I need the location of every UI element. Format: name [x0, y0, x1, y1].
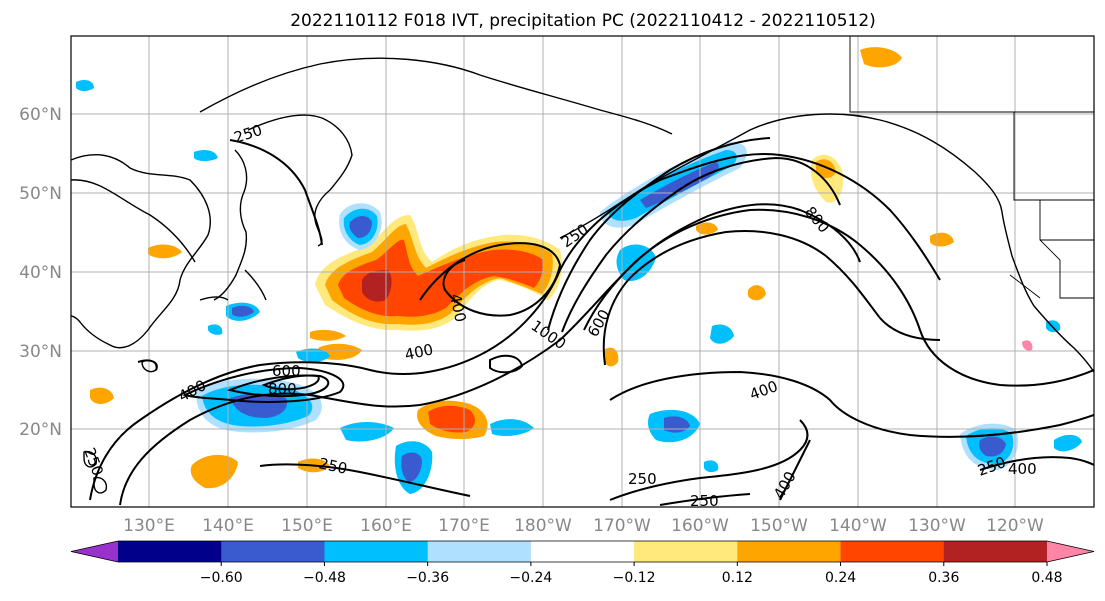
contour-label: 250	[690, 492, 719, 510]
colorbar-extend-min	[71, 541, 118, 562]
precip-negative-area	[340, 422, 394, 442]
contour-label: 800	[268, 380, 297, 398]
lon-label: 160°E	[360, 516, 412, 536]
graticule	[71, 36, 1094, 507]
lat-label: 40°N	[19, 263, 62, 283]
precip-negative-area	[704, 460, 719, 473]
latitude-labels: 60°N 50°N 40°N 30°N 20°N	[19, 105, 62, 440]
lon-label: 140°E	[202, 516, 254, 536]
precip-positive-area	[310, 329, 346, 341]
colorbar-segment	[324, 541, 429, 562]
colorbar-ticks: −0.60 −0.48 −0.36 −0.24 −0.12 0.12 0.24 0.36 0.4…	[200, 562, 1063, 586]
coastlines	[71, 57, 1094, 494]
precip-negative-area	[76, 80, 94, 91]
lon-label: 170°W	[593, 516, 651, 536]
lat-label: 60°N	[19, 105, 62, 125]
contour-label: 250	[628, 470, 657, 488]
precip-positive-area	[362, 270, 392, 302]
colorbar-segment	[427, 541, 532, 562]
precip-positive-area	[90, 387, 114, 404]
precip-positive-area	[604, 347, 619, 367]
contour-label: 400	[446, 292, 470, 324]
precip-negative-area	[490, 419, 534, 436]
lon-label: 150°W	[750, 516, 808, 536]
precip-positive-area	[816, 159, 836, 178]
contour-label: 600	[272, 362, 301, 380]
colorbar-segment	[221, 541, 325, 562]
precip-negative-area	[640, 162, 719, 208]
lat-label: 20°N	[19, 420, 62, 440]
political-borders	[849, 36, 1094, 299]
colorbar-segment	[118, 541, 222, 562]
colorbar-tick-label: 0.36	[928, 570, 959, 586]
precip-positive-area	[190, 454, 238, 489]
precip-negative-area	[208, 324, 223, 335]
lon-label: 150°E	[281, 516, 333, 536]
precip-positive-area	[1022, 340, 1033, 351]
precip-positive-area	[860, 47, 902, 68]
colorbar-tick-label: −0.60	[200, 570, 243, 586]
precip-positive-area	[148, 244, 182, 259]
lat-label: 30°N	[19, 342, 62, 362]
map-frame	[70, 35, 1095, 508]
figure-title: 2022110112 F018 IVT, precipitation PC (2…	[290, 11, 876, 31]
lon-label: 160°W	[671, 516, 729, 536]
lon-label: 130°W	[908, 516, 966, 536]
precip-positive-area	[748, 285, 766, 301]
precip-negative-area	[710, 324, 734, 344]
colorbar-tick-label: −0.48	[303, 570, 346, 586]
precip-positive-area	[696, 222, 718, 235]
colorbar-tick-label: −0.12	[613, 570, 656, 586]
precip-negative-area	[401, 452, 422, 482]
precip-positive-area	[930, 232, 954, 247]
colorbar-segment	[737, 541, 842, 562]
colorbar-segments	[70, 540, 1095, 563]
contour-label: 250	[317, 454, 349, 478]
colorbar-tick-label: −0.36	[406, 570, 449, 586]
lon-label: 130°E	[123, 516, 175, 536]
lon-label: 120°W	[986, 516, 1044, 536]
lon-label: 180°W	[514, 516, 572, 536]
precip-negative-area	[1054, 434, 1082, 452]
colorbar: −0.60 −0.48 −0.36 −0.24 −0.12 0.12 0.24 0.36 0.4…	[70, 540, 1095, 586]
lon-label: 140°W	[829, 516, 887, 536]
precip-negative-area	[296, 348, 330, 363]
colorbar-segment	[943, 541, 1048, 562]
precip-negative-area	[194, 150, 218, 161]
contour-label: 400	[403, 340, 435, 364]
map-panel: 250 250 400 400 400 600 800 1000 600 800…	[70, 35, 1095, 510]
colorbar-tick-label: 0.24	[825, 570, 856, 586]
lon-label: 170°E	[438, 516, 490, 536]
lat-label: 50°N	[19, 184, 62, 204]
contour-label: 400	[1008, 460, 1037, 478]
precip-negative-area	[979, 436, 1006, 457]
precip-positive-area	[428, 405, 475, 433]
precip-negative-area	[232, 305, 254, 317]
colorbar-tick-label: 0.48	[1031, 570, 1062, 586]
colorbar-tick-label: −0.24	[509, 570, 552, 586]
longitude-labels: 130°E 140°E 150°E 160°E 170°E 180°W 170°…	[123, 516, 1044, 536]
colorbar-segment	[530, 541, 635, 562]
colorbar-segment	[840, 541, 945, 562]
colorbar-extend-max	[1047, 541, 1094, 562]
ivt-contours	[89, 137, 1094, 506]
precip-negative-area	[349, 216, 372, 238]
colorbar-outline	[70, 540, 1095, 563]
precip-positive-area	[338, 239, 544, 317]
colorbar-segment	[634, 541, 738, 562]
colorbar-tick-label: 0.12	[722, 570, 753, 586]
